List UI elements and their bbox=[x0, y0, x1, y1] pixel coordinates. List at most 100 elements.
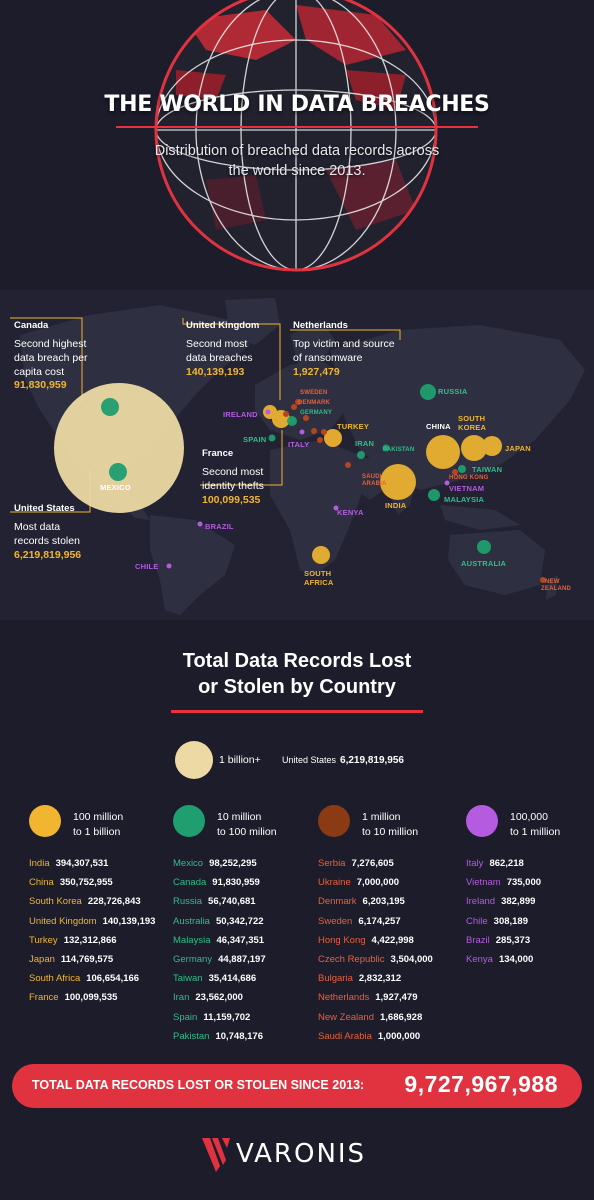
country-value: 23,562,000 bbox=[195, 992, 243, 1004]
country-value: 98,252,295 bbox=[209, 858, 257, 869]
callout-canada-name: Canada bbox=[14, 320, 49, 331]
country-value: 394,307,531 bbox=[55, 858, 109, 869]
country-row: Mexico 98,252,295 bbox=[173, 858, 266, 877]
country-value: 46,347,351 bbox=[216, 934, 265, 946]
varonis-logo: VARONIS bbox=[200, 1132, 400, 1176]
callout-france-name: France bbox=[202, 448, 234, 459]
callout-us-desc-1: Most data bbox=[14, 521, 61, 534]
section-title-line-2: or Stolen by Country bbox=[198, 676, 396, 698]
country-name: Vietnam bbox=[466, 877, 501, 889]
callout-france-value: 100,099,535 bbox=[202, 493, 261, 506]
country-name: Czech Republic bbox=[318, 953, 385, 965]
country-value: 6,203,195 bbox=[362, 896, 405, 908]
country-name: Italy bbox=[466, 858, 484, 869]
total-label: TOTAL DATA RECORDS LOST OR STOLEN SINCE … bbox=[32, 1078, 365, 1092]
subtitle-line-1: Distribution of breached data records ac… bbox=[154, 143, 440, 159]
country-name: India bbox=[29, 858, 50, 869]
country-row: United Kingdom 140,139,193 bbox=[29, 916, 155, 935]
country-name: Serbia bbox=[318, 858, 346, 869]
country-value: 1,000,000 bbox=[377, 1030, 421, 1042]
country-value: 735,000 bbox=[506, 877, 542, 889]
label-new-zealand-2: ZEALAND bbox=[541, 586, 572, 592]
country-row: South Africa 106,654,166 bbox=[29, 973, 155, 992]
country-name: South Korea bbox=[29, 896, 82, 908]
callout-netherlands-desc-2: of ransomware bbox=[293, 351, 363, 364]
callout-canada-desc-1: Second highest bbox=[14, 338, 87, 351]
country-row: Denmark 6,203,195 bbox=[318, 896, 433, 915]
country-name: Hong Kong bbox=[318, 934, 366, 946]
country-row: Malaysia 46,347,351 bbox=[173, 935, 266, 954]
country-row: Ukraine 7,000,000 bbox=[318, 877, 433, 896]
page-title: THE WORLD IN DATA BREACHES bbox=[104, 92, 490, 117]
globe-graphic bbox=[154, 0, 438, 272]
callout-france-desc-2: identity thefts bbox=[202, 479, 264, 492]
country-row: Hong Kong 4,422,998 bbox=[318, 935, 433, 954]
country-value: 862,218 bbox=[489, 858, 524, 869]
country-row: Australia 50,342,722 bbox=[173, 916, 266, 935]
tier-rows-10m: Mexico 98,252,295 Canada 91,830,959 Russia 56… bbox=[173, 858, 266, 1050]
billion-tier-country: United States bbox=[282, 755, 337, 765]
tier-legend-1m-line-2: to 10 million bbox=[362, 826, 419, 839]
country-row: Chile 308,189 bbox=[466, 916, 541, 935]
country-value: 285,373 bbox=[495, 934, 531, 946]
callout-canada-desc-3: capita cost bbox=[14, 365, 65, 378]
label-iran: IRAN bbox=[355, 439, 375, 448]
country-name: Germany bbox=[173, 953, 213, 965]
country-row: Turkey 132,312,866 bbox=[29, 935, 155, 954]
country-name: China bbox=[29, 877, 54, 889]
callout-us-name: United States bbox=[14, 503, 75, 514]
country-row: Sweden 6,174,257 bbox=[318, 916, 433, 935]
label-japan: JAPAN bbox=[505, 444, 531, 453]
label-saudi-arabia-2: ARABIA bbox=[362, 481, 387, 487]
callout-canada-desc-2: data breach per bbox=[14, 351, 88, 364]
map-graphic bbox=[10, 298, 585, 615]
country-name: Pakistan bbox=[173, 1030, 210, 1042]
label-india: INDIA bbox=[385, 501, 407, 510]
callout-netherlands-value: 1,927,479 bbox=[293, 365, 340, 378]
callout-uk-desc-2: data breaches bbox=[186, 351, 253, 364]
label-south-africa-1: SOUTH bbox=[304, 569, 332, 578]
country-name: Denmark bbox=[318, 896, 357, 908]
country-name: Malaysia bbox=[173, 934, 211, 946]
country-row: Bulgaria 2,832,312 bbox=[318, 973, 433, 992]
label-china: CHINA bbox=[426, 422, 451, 431]
callout-us-desc-2: records stolen bbox=[14, 534, 80, 547]
callout-canada: Canada Second highest data breach per ca… bbox=[14, 320, 88, 393]
label-sweden: SWEDEN bbox=[300, 390, 328, 396]
country-value: 350,752,955 bbox=[59, 877, 113, 889]
varonis-logo-text: VARONIS bbox=[236, 1139, 367, 1169]
label-new-zealand-1: NEW bbox=[545, 579, 560, 585]
country-name: Canada bbox=[173, 877, 207, 889]
callout-netherlands-desc-1: Top victim and source bbox=[293, 338, 395, 351]
country-row: Spain 11,159,702 bbox=[173, 1012, 266, 1031]
country-name: France bbox=[29, 992, 59, 1004]
country-name: United Kingdom bbox=[29, 915, 97, 927]
country-name: Sweden bbox=[318, 915, 353, 927]
varonis-logo-icon bbox=[202, 1138, 230, 1172]
tier-legend-1m-line-1: 1 million bbox=[362, 811, 401, 823]
callout-france-desc-1: Second most bbox=[202, 466, 264, 479]
country-value: 106,654,166 bbox=[86, 973, 140, 985]
country-value: 44,887,197 bbox=[218, 953, 266, 965]
country-value: 132,312,866 bbox=[63, 934, 117, 946]
country-name: Kenya bbox=[466, 953, 493, 965]
section-title: Total Data Records Lost or Stolen by Cou… bbox=[0, 648, 594, 700]
country-value: 2,832,312 bbox=[358, 973, 402, 985]
tier-legend-100k-line-1: 100,000 bbox=[510, 811, 548, 823]
country-name: Ireland bbox=[466, 896, 496, 908]
country-value: 1,686,928 bbox=[379, 1011, 423, 1023]
tier-legend-100m: 100 million to 1 billion bbox=[73, 810, 123, 840]
callout-france: France Second most identity thefts 100,0… bbox=[202, 448, 264, 507]
country-row: Italy 862,218 bbox=[466, 858, 541, 877]
label-south-korea-1: SOUTH bbox=[458, 414, 486, 423]
country-value: 140,139,193 bbox=[102, 915, 156, 927]
tier-rows-1m: Serbia 7,276,605 Ukraine 7,000,000 Denmark 6,… bbox=[318, 858, 433, 1050]
tier-circle-10m bbox=[173, 805, 205, 837]
total-banner: TOTAL DATA RECORDS LOST OR STOLEN SINCE … bbox=[12, 1064, 582, 1108]
label-vietnam: VIETNAM bbox=[449, 484, 485, 493]
title-underline bbox=[116, 126, 478, 128]
label-turkey: TURKEY bbox=[337, 422, 370, 431]
country-name: Australia bbox=[173, 915, 210, 927]
tier-circle-1m bbox=[318, 805, 350, 837]
tier-legend-100m-line-1: 100 million bbox=[73, 811, 124, 823]
